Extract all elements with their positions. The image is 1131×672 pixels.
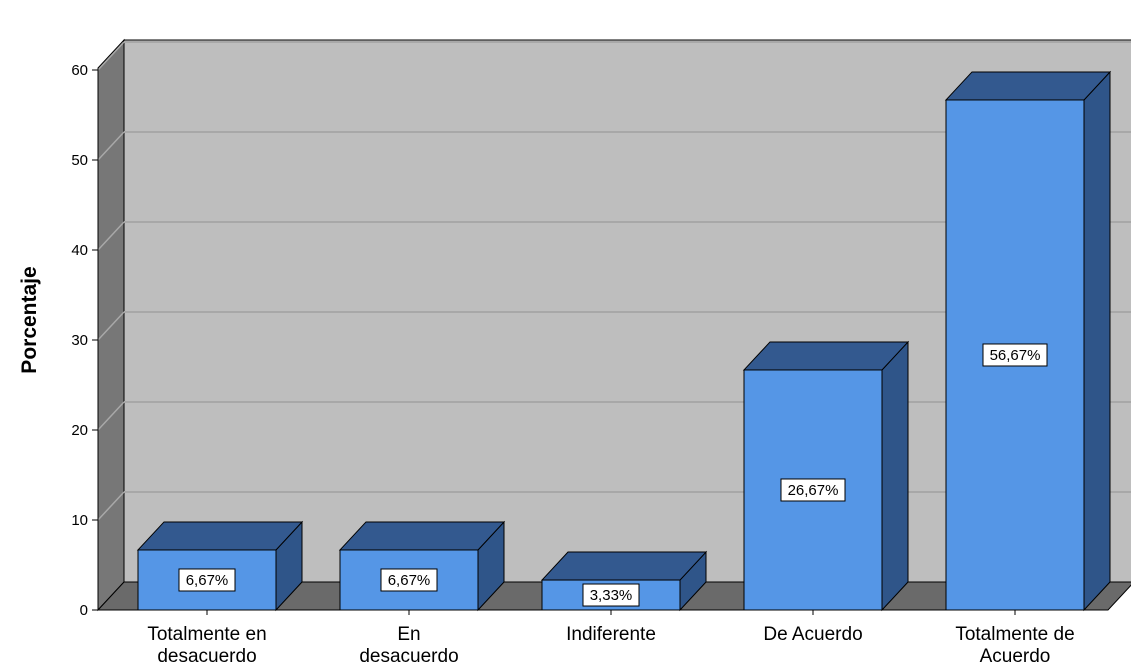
gridline-side	[97, 401, 125, 431]
bar: 6,67%	[338, 520, 506, 612]
bar-top	[540, 551, 708, 581]
x-tick-label: De Acuerdo	[763, 624, 862, 645]
gridline-side	[97, 41, 125, 71]
bar: 26,67%	[742, 340, 910, 612]
bar: 6,67%	[136, 520, 304, 612]
data-label: 6,67%	[388, 572, 431, 589]
bar: 3,33%	[540, 550, 708, 612]
x-axis-labels: Totalmente en desacuerdo En desacuerdo Indif…	[147, 610, 1075, 667]
bars: 6,67% 6,67% 3,33% 26,67% 56,67%	[136, 70, 1112, 612]
y-tick-label: 0	[80, 602, 88, 619]
bar-top	[136, 521, 304, 551]
gridline-side	[97, 221, 125, 251]
y-tick-label: 20	[71, 422, 88, 439]
y-tick-label: 60	[71, 62, 88, 79]
bar-top	[338, 521, 506, 551]
bar-side	[1083, 70, 1111, 612]
bar-front	[137, 549, 277, 611]
x-tick-label: Indiferente	[566, 624, 656, 645]
gridline-side	[97, 311, 125, 341]
data-label-box	[582, 583, 640, 607]
data-label-box	[380, 568, 438, 592]
data-label-box	[780, 478, 846, 502]
y-axis-ticks: 0 10 20 30 40 50 60	[71, 62, 99, 619]
bar-top	[742, 341, 910, 371]
x-tick-label: En desacuerdo	[359, 624, 458, 667]
gridline-side	[97, 131, 125, 161]
data-label: 56,67%	[990, 347, 1041, 364]
y-tick-label: 30	[71, 332, 88, 349]
x-tick-label: Totalmente de Acuerdo	[955, 624, 1074, 667]
bar-top	[944, 71, 1112, 101]
y-tick-label: 40	[71, 242, 88, 259]
y-tick-label: 50	[71, 152, 88, 169]
y-axis-title: Porcentaje	[18, 266, 41, 373]
gridline-side	[97, 491, 125, 521]
data-label: 3,33%	[590, 587, 633, 604]
y-tick-label: 10	[71, 512, 88, 529]
bar-side	[881, 340, 909, 612]
bar: 56,67%	[944, 70, 1112, 612]
x-tick-label: Totalmente en desacuerdo	[147, 624, 266, 667]
data-label: 6,67%	[186, 572, 229, 589]
data-label-box	[178, 568, 236, 592]
data-label: 26,67%	[788, 482, 839, 499]
data-label-box	[982, 343, 1048, 367]
